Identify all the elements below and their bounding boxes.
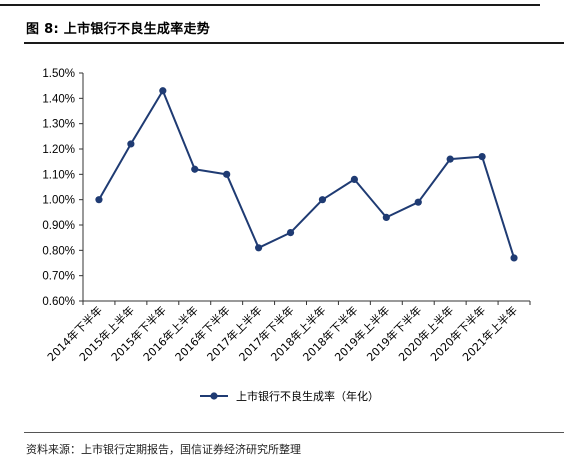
y-tick-label: 1.30% xyxy=(42,119,75,131)
x-axis: 2014年下半年2015年上半年2015年下半年2016年上半年2016年下半年… xyxy=(44,300,531,364)
x-tick-label: 2018年下半年 xyxy=(300,303,361,364)
x-tick-label: 2021年上半年 xyxy=(459,303,520,364)
data-point xyxy=(95,196,103,204)
legend: 上市银行不良生成率（年化） xyxy=(200,389,379,403)
x-tick-label: 2015年上半年 xyxy=(76,303,137,364)
data-point xyxy=(191,165,199,173)
y-tick-label: 0.60% xyxy=(42,296,75,308)
top-rule xyxy=(0,4,540,6)
data-point xyxy=(414,198,422,206)
x-tick-label: 2020年上半年 xyxy=(395,303,456,364)
x-tick-label: 2014年下半年 xyxy=(44,303,105,364)
x-tick-label: 2016年下半年 xyxy=(172,303,233,364)
data-point xyxy=(382,213,390,221)
legend-label: 上市银行不良生成率（年化） xyxy=(236,389,379,403)
data-point xyxy=(223,170,231,178)
data-point xyxy=(255,244,263,252)
y-tick-label: 0.70% xyxy=(42,271,75,283)
x-tick-label: 2015年下半年 xyxy=(108,303,169,364)
y-tick-label: 1.20% xyxy=(42,144,75,156)
y-tick-label: 1.50% xyxy=(42,68,75,80)
x-tick-label: 2019年下半年 xyxy=(364,303,425,364)
data-point xyxy=(127,140,135,148)
bottom-rule xyxy=(24,432,564,433)
line-chart: 0.60% 0.70% 0.80% 0.90% 1.00% 1.10% 1.20% 1.30%… xyxy=(42,68,531,403)
y-tick-label: 1.00% xyxy=(42,195,75,207)
data-point xyxy=(350,175,358,183)
figure-title: 图 8: 上市银行不良生成率走势 xyxy=(26,22,211,37)
data-point xyxy=(478,153,486,161)
y-tick-label: 0.80% xyxy=(42,245,75,257)
x-tick-label: 2020年下半年 xyxy=(427,303,488,364)
plot-area xyxy=(95,87,518,262)
x-tick-label: 2018年上半年 xyxy=(268,303,329,364)
y-tick-label: 0.90% xyxy=(42,220,75,232)
y-axis: 0.60% 0.70% 0.80% 0.90% 1.00% 1.10% 1.20% 1.30%… xyxy=(42,68,84,308)
x-tick-label: 2017年上半年 xyxy=(204,303,265,364)
legend-marker xyxy=(210,392,218,400)
y-tick-label: 1.40% xyxy=(42,93,75,105)
data-point xyxy=(159,87,167,95)
title-rule xyxy=(24,42,564,44)
series-line xyxy=(98,89,515,259)
data-point xyxy=(446,155,454,163)
data-point xyxy=(318,196,327,204)
y-tick-label: 1.10% xyxy=(42,169,75,181)
data-point xyxy=(510,254,518,262)
source-note: 资料来源：上市银行定期报告，国信证券经济研究所整理 xyxy=(26,443,301,456)
x-tick-label: 2016年上半年 xyxy=(140,303,201,364)
x-tick-label: 2017年下半年 xyxy=(236,303,297,364)
data-point xyxy=(286,229,295,237)
x-tick-label: 2019年上半年 xyxy=(332,303,393,364)
